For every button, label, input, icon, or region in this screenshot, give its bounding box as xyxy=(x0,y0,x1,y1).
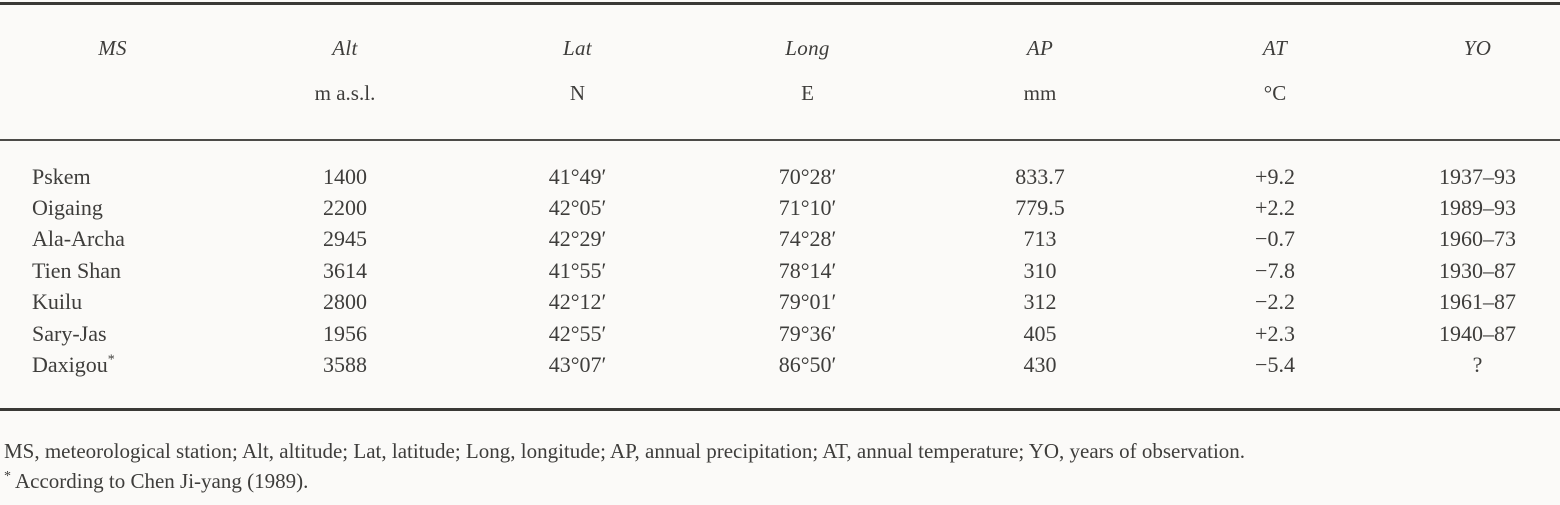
cell-ap: 713 xyxy=(1023,226,1057,252)
footnote-marker: * xyxy=(107,352,115,368)
cell-at: +9.2 xyxy=(1255,163,1295,189)
cell-long: 71°10′ xyxy=(778,195,837,221)
cell-long: 70°28′ xyxy=(778,163,837,189)
footnote-abbreviations: MS, meteorological station; Alt, altitud… xyxy=(4,439,1246,463)
cell-yo: 1989–93 xyxy=(1439,195,1516,221)
cell-lat: 42°55′ xyxy=(548,320,607,346)
table-body: Pskem 1400 41°49′ 70°28′ 833.7 +9.2 1937–93 Oig… xyxy=(0,161,1560,381)
table-top-rule xyxy=(0,2,1560,5)
cell-alt: 1400 xyxy=(323,163,367,189)
table-row: Kuilu 2800 42°12′ 79°01′ 312 −2.2 1961–87 xyxy=(0,287,1560,318)
cell-long: 79°36′ xyxy=(778,320,837,346)
column-header-at: AT xyxy=(1262,36,1288,60)
cell-lat: 42°12′ xyxy=(548,289,607,315)
cell-ap: 310 xyxy=(1023,257,1057,283)
cell-lat: 41°49′ xyxy=(548,163,607,189)
cell-yo: 1961–87 xyxy=(1439,289,1516,315)
column-unit-long: E xyxy=(801,81,814,105)
table-units-row: m a.s.l. N E mm °C xyxy=(0,81,1560,106)
cell-yo: ? xyxy=(1472,352,1483,378)
cell-alt: 2945 xyxy=(323,226,367,252)
table-row: Daxigou* 3588 43°07′ 86°50′ 430 −5.4? xyxy=(0,349,1560,380)
column-unit-at: °C xyxy=(1263,81,1287,105)
cell-ap: 430 xyxy=(1023,352,1057,378)
cell-at: −5.4 xyxy=(1255,352,1295,378)
footnote-asterisk-line: * According to Chen Ji-yang (1989). xyxy=(4,466,1556,496)
cell-ms: Kuilu xyxy=(32,289,83,315)
column-unit-lat: N xyxy=(569,81,586,105)
cell-yo: 1960–73 xyxy=(1439,226,1516,252)
asterisk-marker: * xyxy=(4,469,11,484)
cell-lat: 41°55′ xyxy=(548,257,607,283)
table-footnotes: MS, meteorological station; Alt, altitud… xyxy=(4,436,1556,496)
column-header-ap: AP xyxy=(1026,36,1054,60)
table-row: Tien Shan 3614 41°55′ 78°14′ 310 −7.8 1930–87 xyxy=(0,255,1560,286)
cell-alt: 2800 xyxy=(323,289,367,315)
cell-ap: 405 xyxy=(1023,320,1057,346)
cell-ms: Daxigou* xyxy=(32,352,115,378)
cell-ap: 312 xyxy=(1023,289,1057,315)
column-unit-yo xyxy=(1395,81,1560,106)
cell-at: −7.8 xyxy=(1255,257,1295,283)
cell-ms: Sary-Jas xyxy=(32,320,107,346)
column-header-alt: Alt xyxy=(332,36,358,60)
cell-ms: Oigaing xyxy=(32,195,103,221)
column-header-ms: MS xyxy=(98,36,127,60)
column-unit-ms xyxy=(0,81,225,106)
cell-alt: 1956 xyxy=(323,320,367,346)
cell-at: −0.7 xyxy=(1255,226,1295,252)
table-bottom-rule xyxy=(0,408,1560,411)
table-row: Pskem 1400 41°49′ 70°28′ 833.7 +9.2 1937–93 xyxy=(0,161,1560,192)
cell-ms: Pskem xyxy=(32,163,91,189)
cell-ms: Ala-Archa xyxy=(32,226,125,252)
cell-ap: 833.7 xyxy=(1015,163,1065,189)
column-unit-alt: m a.s.l. xyxy=(314,81,376,105)
cell-yo: 1937–93 xyxy=(1439,163,1516,189)
cell-long: 79°01′ xyxy=(778,289,837,315)
cell-lat: 42°29′ xyxy=(548,226,607,252)
column-header-lat: Lat xyxy=(563,36,592,60)
cell-lat: 43°07′ xyxy=(548,352,607,378)
table-header-rule xyxy=(0,139,1560,141)
table-row: Oigaing 2200 42°05′ 71°10′ 779.5 +2.2 1989–93 xyxy=(0,192,1560,223)
cell-ms: Tien Shan xyxy=(32,257,122,283)
table-row: Sary-Jas 1956 42°55′ 79°36′ 405 +2.3 1940–87 xyxy=(0,318,1560,349)
cell-long: 86°50′ xyxy=(778,352,837,378)
cell-yo: 1940–87 xyxy=(1439,320,1516,346)
cell-yo: 1930–87 xyxy=(1439,257,1516,283)
cell-at: −2.2 xyxy=(1255,289,1295,315)
table-header-row: MS Alt Lat Long AP AT YO xyxy=(0,36,1560,61)
column-header-yo: YO xyxy=(1463,36,1492,60)
table-row: Ala-Archa 2945 42°29′ 74°28′ 713 −0.7 1960–73 xyxy=(0,224,1560,255)
footnote-asterisk-text: According to Chen Ji-yang (1989). xyxy=(15,469,309,493)
cell-alt: 3614 xyxy=(323,257,367,283)
cell-at: +2.2 xyxy=(1255,195,1295,221)
column-unit-ap: mm xyxy=(1023,81,1057,105)
cell-long: 74°28′ xyxy=(778,226,837,252)
column-header-long: Long xyxy=(785,36,830,60)
cell-alt: 3588 xyxy=(323,352,367,378)
cell-alt: 2200 xyxy=(323,195,367,221)
cell-at: +2.3 xyxy=(1255,320,1295,346)
cell-lat: 42°05′ xyxy=(548,195,607,221)
cell-long: 78°14′ xyxy=(778,257,837,283)
cell-ap: 779.5 xyxy=(1015,195,1065,221)
